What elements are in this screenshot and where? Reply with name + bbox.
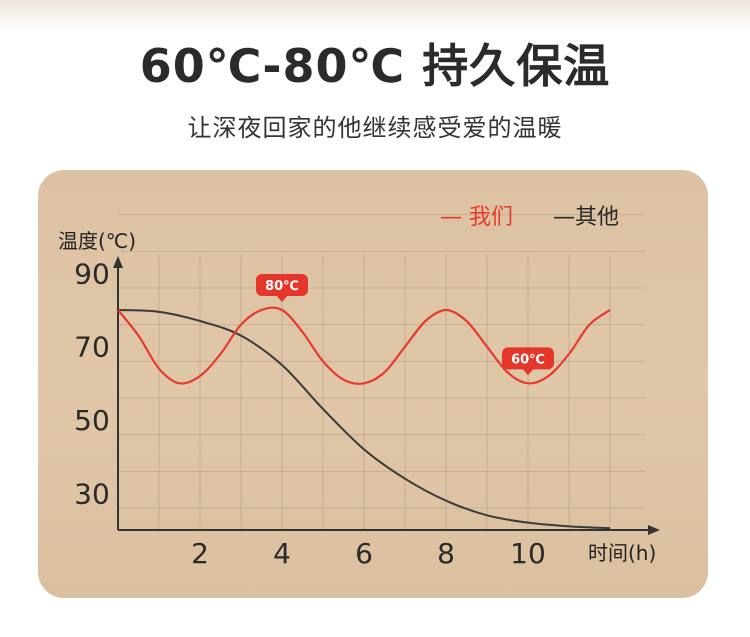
legend-ours: — 我们 <box>440 205 513 230</box>
x-tick-label: 4 <box>273 537 291 570</box>
top-band <box>0 0 750 30</box>
y-tick-label: 50 <box>74 404 110 437</box>
page-subtitle: 让深夜回家的他继续感受爱的温暖 <box>187 114 563 142</box>
annotation-pointer <box>276 295 288 302</box>
x-tick-label: 8 <box>437 537 455 570</box>
x-tick-label: 10 <box>510 537 546 570</box>
y-tick-label: 70 <box>74 331 110 364</box>
annotation-badge <box>502 347 554 370</box>
x-tick-label: 6 <box>355 537 373 570</box>
annotation-pointer <box>522 368 534 376</box>
annotation-label: 60℃ <box>511 352 545 367</box>
y-tick-label: 90 <box>74 257 110 290</box>
series-line-others <box>117 309 611 530</box>
x-axis-label: 时间(h) <box>588 541 656 565</box>
y-tick-label: 30 <box>74 477 110 510</box>
x-axis-arrow <box>648 525 660 535</box>
legend-others: —其他 <box>553 205 619 230</box>
annotation-label: 80℃ <box>265 279 299 294</box>
page-title: 60℃-80℃ 持久保温 <box>139 39 611 93</box>
annotation-badge <box>256 274 308 296</box>
series-line-ours <box>117 306 611 385</box>
x-tick-label: 2 <box>191 537 209 570</box>
y-axis-label: 温度(℃) <box>58 229 136 253</box>
y-axis-arrow <box>113 256 123 268</box>
